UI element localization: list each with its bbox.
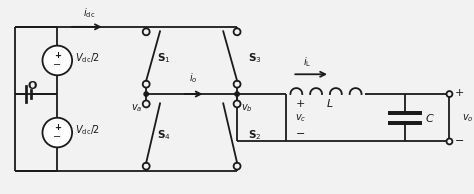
Text: $v_b$: $v_b$: [241, 102, 253, 114]
Circle shape: [234, 100, 240, 107]
Circle shape: [143, 28, 150, 35]
Text: $i_o$: $i_o$: [189, 71, 198, 85]
Circle shape: [143, 100, 150, 107]
Text: $V_{\rm dc}/2$: $V_{\rm dc}/2$: [75, 124, 100, 138]
Circle shape: [234, 163, 240, 170]
Text: $\mathbf{S}_4$: $\mathbf{S}_4$: [157, 128, 171, 142]
Text: $\mathbf{S}_2$: $\mathbf{S}_2$: [248, 128, 261, 142]
Circle shape: [234, 81, 240, 88]
Text: $+$: $+$: [455, 87, 465, 98]
Circle shape: [447, 139, 452, 144]
Circle shape: [235, 92, 239, 96]
Text: +: +: [54, 123, 61, 132]
Text: $v_a$: $v_a$: [131, 102, 142, 114]
Text: $i_{\rm dc}$: $i_{\rm dc}$: [83, 6, 95, 20]
Circle shape: [43, 118, 72, 147]
Text: +: +: [54, 51, 61, 60]
Text: $L$: $L$: [326, 97, 334, 109]
Text: $\mathbf{S}_1$: $\mathbf{S}_1$: [157, 51, 171, 65]
Text: $+$: $+$: [295, 98, 305, 109]
Text: $\mathbf{O}$: $\mathbf{O}$: [27, 79, 38, 91]
Text: $\mathbf{S}_3$: $\mathbf{S}_3$: [248, 51, 262, 65]
Text: $C$: $C$: [425, 112, 435, 124]
Text: $v_o$: $v_o$: [462, 112, 474, 124]
Circle shape: [143, 163, 150, 170]
Circle shape: [143, 81, 150, 88]
Text: $V_{\rm dc}/2$: $V_{\rm dc}/2$: [75, 52, 100, 65]
Circle shape: [43, 46, 72, 75]
Text: $-$: $-$: [455, 134, 465, 145]
Text: −: −: [53, 60, 61, 70]
Text: $i_{\rm L}$: $i_{\rm L}$: [303, 55, 311, 69]
Circle shape: [234, 28, 240, 35]
Text: $-$: $-$: [295, 126, 305, 137]
Text: $v_c$: $v_c$: [294, 112, 306, 124]
Circle shape: [447, 91, 452, 97]
Circle shape: [144, 92, 148, 96]
Text: −: −: [53, 133, 61, 143]
